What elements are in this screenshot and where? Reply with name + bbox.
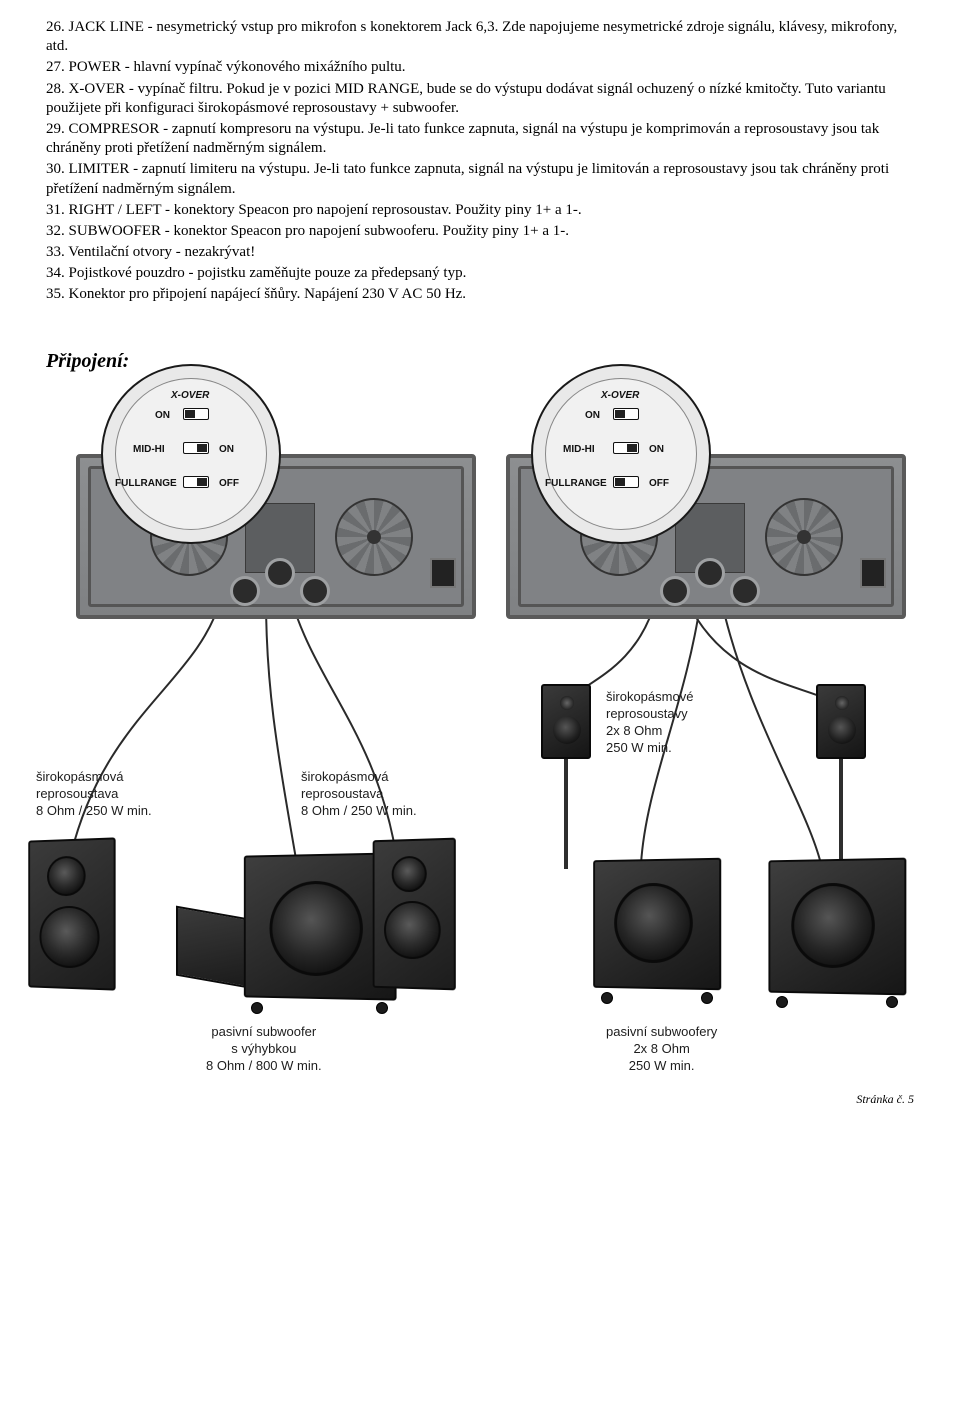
- dial-row-left: ON: [155, 410, 170, 423]
- dial-row-left: FULLRANGE: [545, 478, 607, 491]
- caption-sub-left: pasivní subwoofers výhybkou8 Ohm / 800 W…: [206, 1024, 322, 1075]
- dial-switch: [183, 442, 209, 454]
- item-number: 28.: [46, 81, 65, 97]
- item-text: Ventilační otvory - nezakrývat!: [68, 244, 255, 260]
- dial-switch: [613, 408, 639, 420]
- item-number: 35.: [46, 286, 65, 302]
- dial-switch: [613, 442, 639, 454]
- dial-row-right: OFF: [219, 478, 239, 491]
- instruction-list: 26. JACK LINE - nesymetrický vstup pro m…: [46, 18, 914, 305]
- item-text: Konektor pro připojení napájecí šňůry. N…: [69, 286, 467, 302]
- list-item: 28. X-OVER - vypínač filtru. Pokud je v …: [46, 80, 914, 118]
- list-item: 32. SUBWOOFER - konektor Speacon pro nap…: [46, 222, 914, 241]
- iec-inlet: [860, 558, 886, 588]
- dial-switch: [613, 476, 639, 488]
- dial-switch: [183, 408, 209, 420]
- dial-row-right: ON: [219, 444, 234, 457]
- item-number: 32.: [46, 223, 65, 239]
- item-text: SUBWOOFER - konektor Speacon pro napojen…: [69, 223, 569, 239]
- list-item: 34. Pojistkové pouzdro - pojistku zaměňu…: [46, 264, 914, 283]
- list-item: 26. JACK LINE - nesymetrický vstup pro m…: [46, 18, 914, 56]
- item-text: X-OVER - vypínač filtru. Pokud je v pozi…: [46, 81, 886, 116]
- xover-dial-right: X-OVER ON MID-HI ON FULLRANGE OFF: [531, 364, 711, 544]
- dial-row-right: OFF: [649, 478, 669, 491]
- satellite-speaker: [816, 684, 866, 759]
- dial-switch: [183, 476, 209, 488]
- list-item: 31. RIGHT / LEFT - konektory Speacon pro…: [46, 201, 914, 220]
- item-text: LIMITER - zapnutí limiteru na výstupu. J…: [46, 161, 889, 196]
- caption-sub-right: pasivní subwoofery2x 8 Ohm250 W min.: [606, 1024, 717, 1075]
- list-item: 35. Konektor pro připojení napájecí šňůr…: [46, 285, 914, 304]
- caption-fullrange-mid: širokopásmováreprosoustava8 Ohm / 250 W …: [301, 769, 417, 820]
- item-text: Pojistkové pouzdro - pojistku zaměňujte …: [69, 265, 467, 281]
- speaker-pole: [839, 759, 843, 869]
- page-footer: Stránka č. 5: [46, 1092, 914, 1107]
- list-item: 33. Ventilační otvory - nezakrývat!: [46, 243, 914, 262]
- item-number: 27.: [46, 59, 65, 75]
- dial-title: X-OVER: [171, 390, 209, 403]
- caption-text: širokopásmováreprosoustava8 Ohm / 250 W …: [301, 769, 417, 818]
- subwoofer-right-a: [593, 858, 721, 990]
- caption-text: širokopásmovéreprosoustavy2x 8 Ohm250 W …: [606, 689, 693, 755]
- speaker-pole: [564, 759, 568, 869]
- caption-satellites: širokopásmovéreprosoustavy2x 8 Ohm250 W …: [606, 689, 693, 757]
- dial-row-left: MID-HI: [563, 444, 595, 457]
- item-number: 33.: [46, 244, 65, 260]
- item-text: COMPRESOR - zapnutí kompresoru na výstup…: [46, 121, 879, 156]
- item-number: 26.: [46, 19, 65, 35]
- item-number: 31.: [46, 202, 65, 218]
- dial-title: X-OVER: [601, 390, 639, 403]
- iec-inlet: [430, 558, 456, 588]
- dial-row-left: ON: [585, 410, 600, 423]
- subwoofer-right-b: [768, 858, 906, 996]
- list-item: 30. LIMITER - zapnutí limiteru na výstup…: [46, 160, 914, 198]
- caption-text: pasivní subwoofers výhybkou8 Ohm / 800 W…: [206, 1024, 322, 1073]
- item-text: POWER - hlavní vypínač výkonového mixážn…: [69, 59, 406, 75]
- fullrange-speaker-left: [28, 838, 115, 991]
- dial-row-right: ON: [649, 444, 664, 457]
- dial-row-left: FULLRANGE: [115, 478, 177, 491]
- connection-diagram: X-OVER ON MID-HI ON FULLRANGE OFF X-OVER…: [46, 384, 906, 1084]
- fan-icon: [335, 498, 413, 576]
- list-item: 27. POWER - hlavní vypínač výkonového mi…: [46, 58, 914, 77]
- item-text: JACK LINE - nesymetrický vstup pro mikro…: [46, 19, 897, 54]
- caption-text: pasivní subwoofery2x 8 Ohm250 W min.: [606, 1024, 717, 1073]
- caption-fullrange-left: širokopásmováreprosoustava8 Ohm / 250 W …: [36, 769, 152, 820]
- item-number: 30.: [46, 161, 65, 177]
- satellite-speaker: [541, 684, 591, 759]
- item-text: RIGHT / LEFT - konektory Speacon pro nap…: [69, 202, 582, 218]
- item-number: 29.: [46, 121, 65, 137]
- fan-icon: [765, 498, 843, 576]
- xover-dial-left: X-OVER ON MID-HI ON FULLRANGE OFF: [101, 364, 281, 544]
- fullrange-speaker-mid: [373, 838, 456, 991]
- dial-row-left: MID-HI: [133, 444, 165, 457]
- item-number: 34.: [46, 265, 65, 281]
- list-item: 29. COMPRESOR - zapnutí kompresoru na vý…: [46, 120, 914, 158]
- caption-text: širokopásmováreprosoustava8 Ohm / 250 W …: [36, 769, 152, 818]
